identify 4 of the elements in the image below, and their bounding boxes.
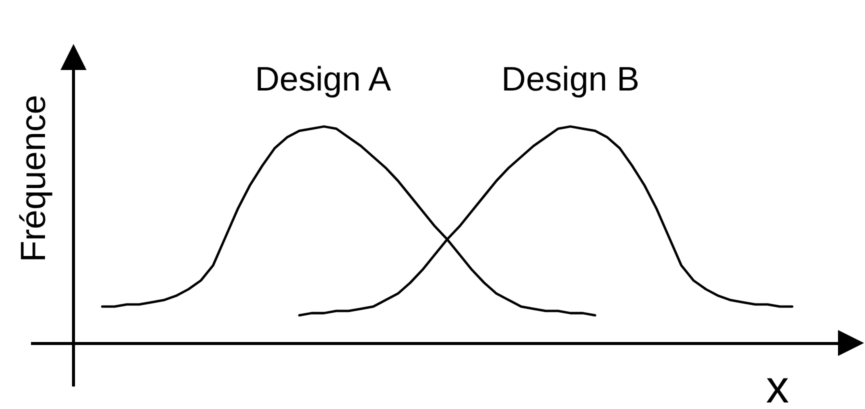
y-axis-title: Fréquence: [14, 94, 53, 262]
series-label: Design B: [501, 60, 640, 98]
series-label: Design A: [255, 60, 392, 98]
x-axis-title: x: [766, 360, 789, 409]
